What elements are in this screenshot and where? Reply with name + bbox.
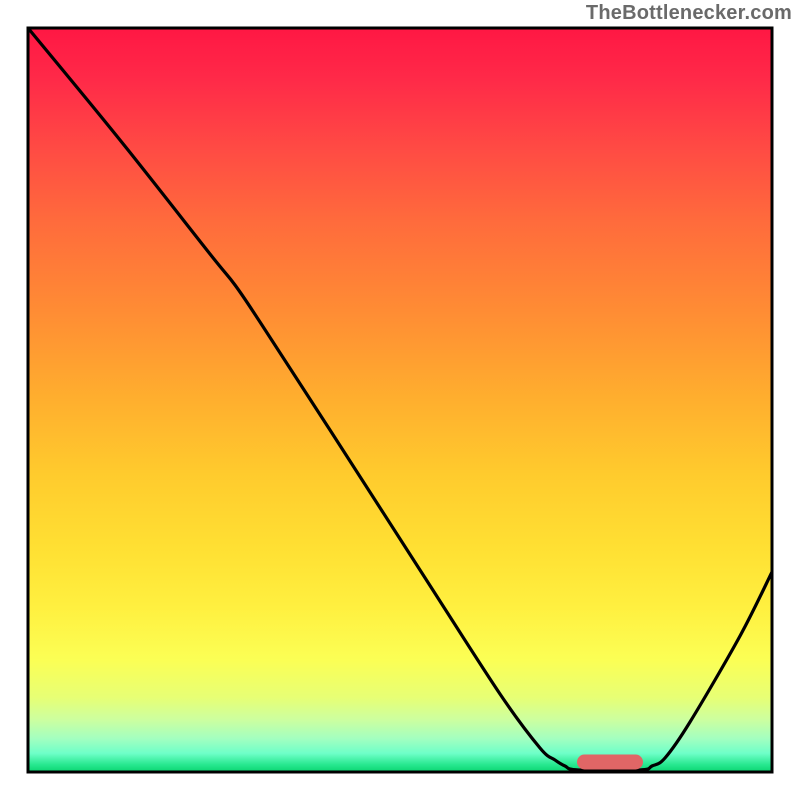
optimal-marker (577, 755, 643, 770)
watermark-text: TheBottlenecker.com (586, 2, 792, 25)
chart-container: { "meta": { "watermark_text": "TheBottle… (0, 0, 800, 800)
bottleneck-chart (0, 0, 800, 800)
gradient-background (28, 28, 772, 772)
